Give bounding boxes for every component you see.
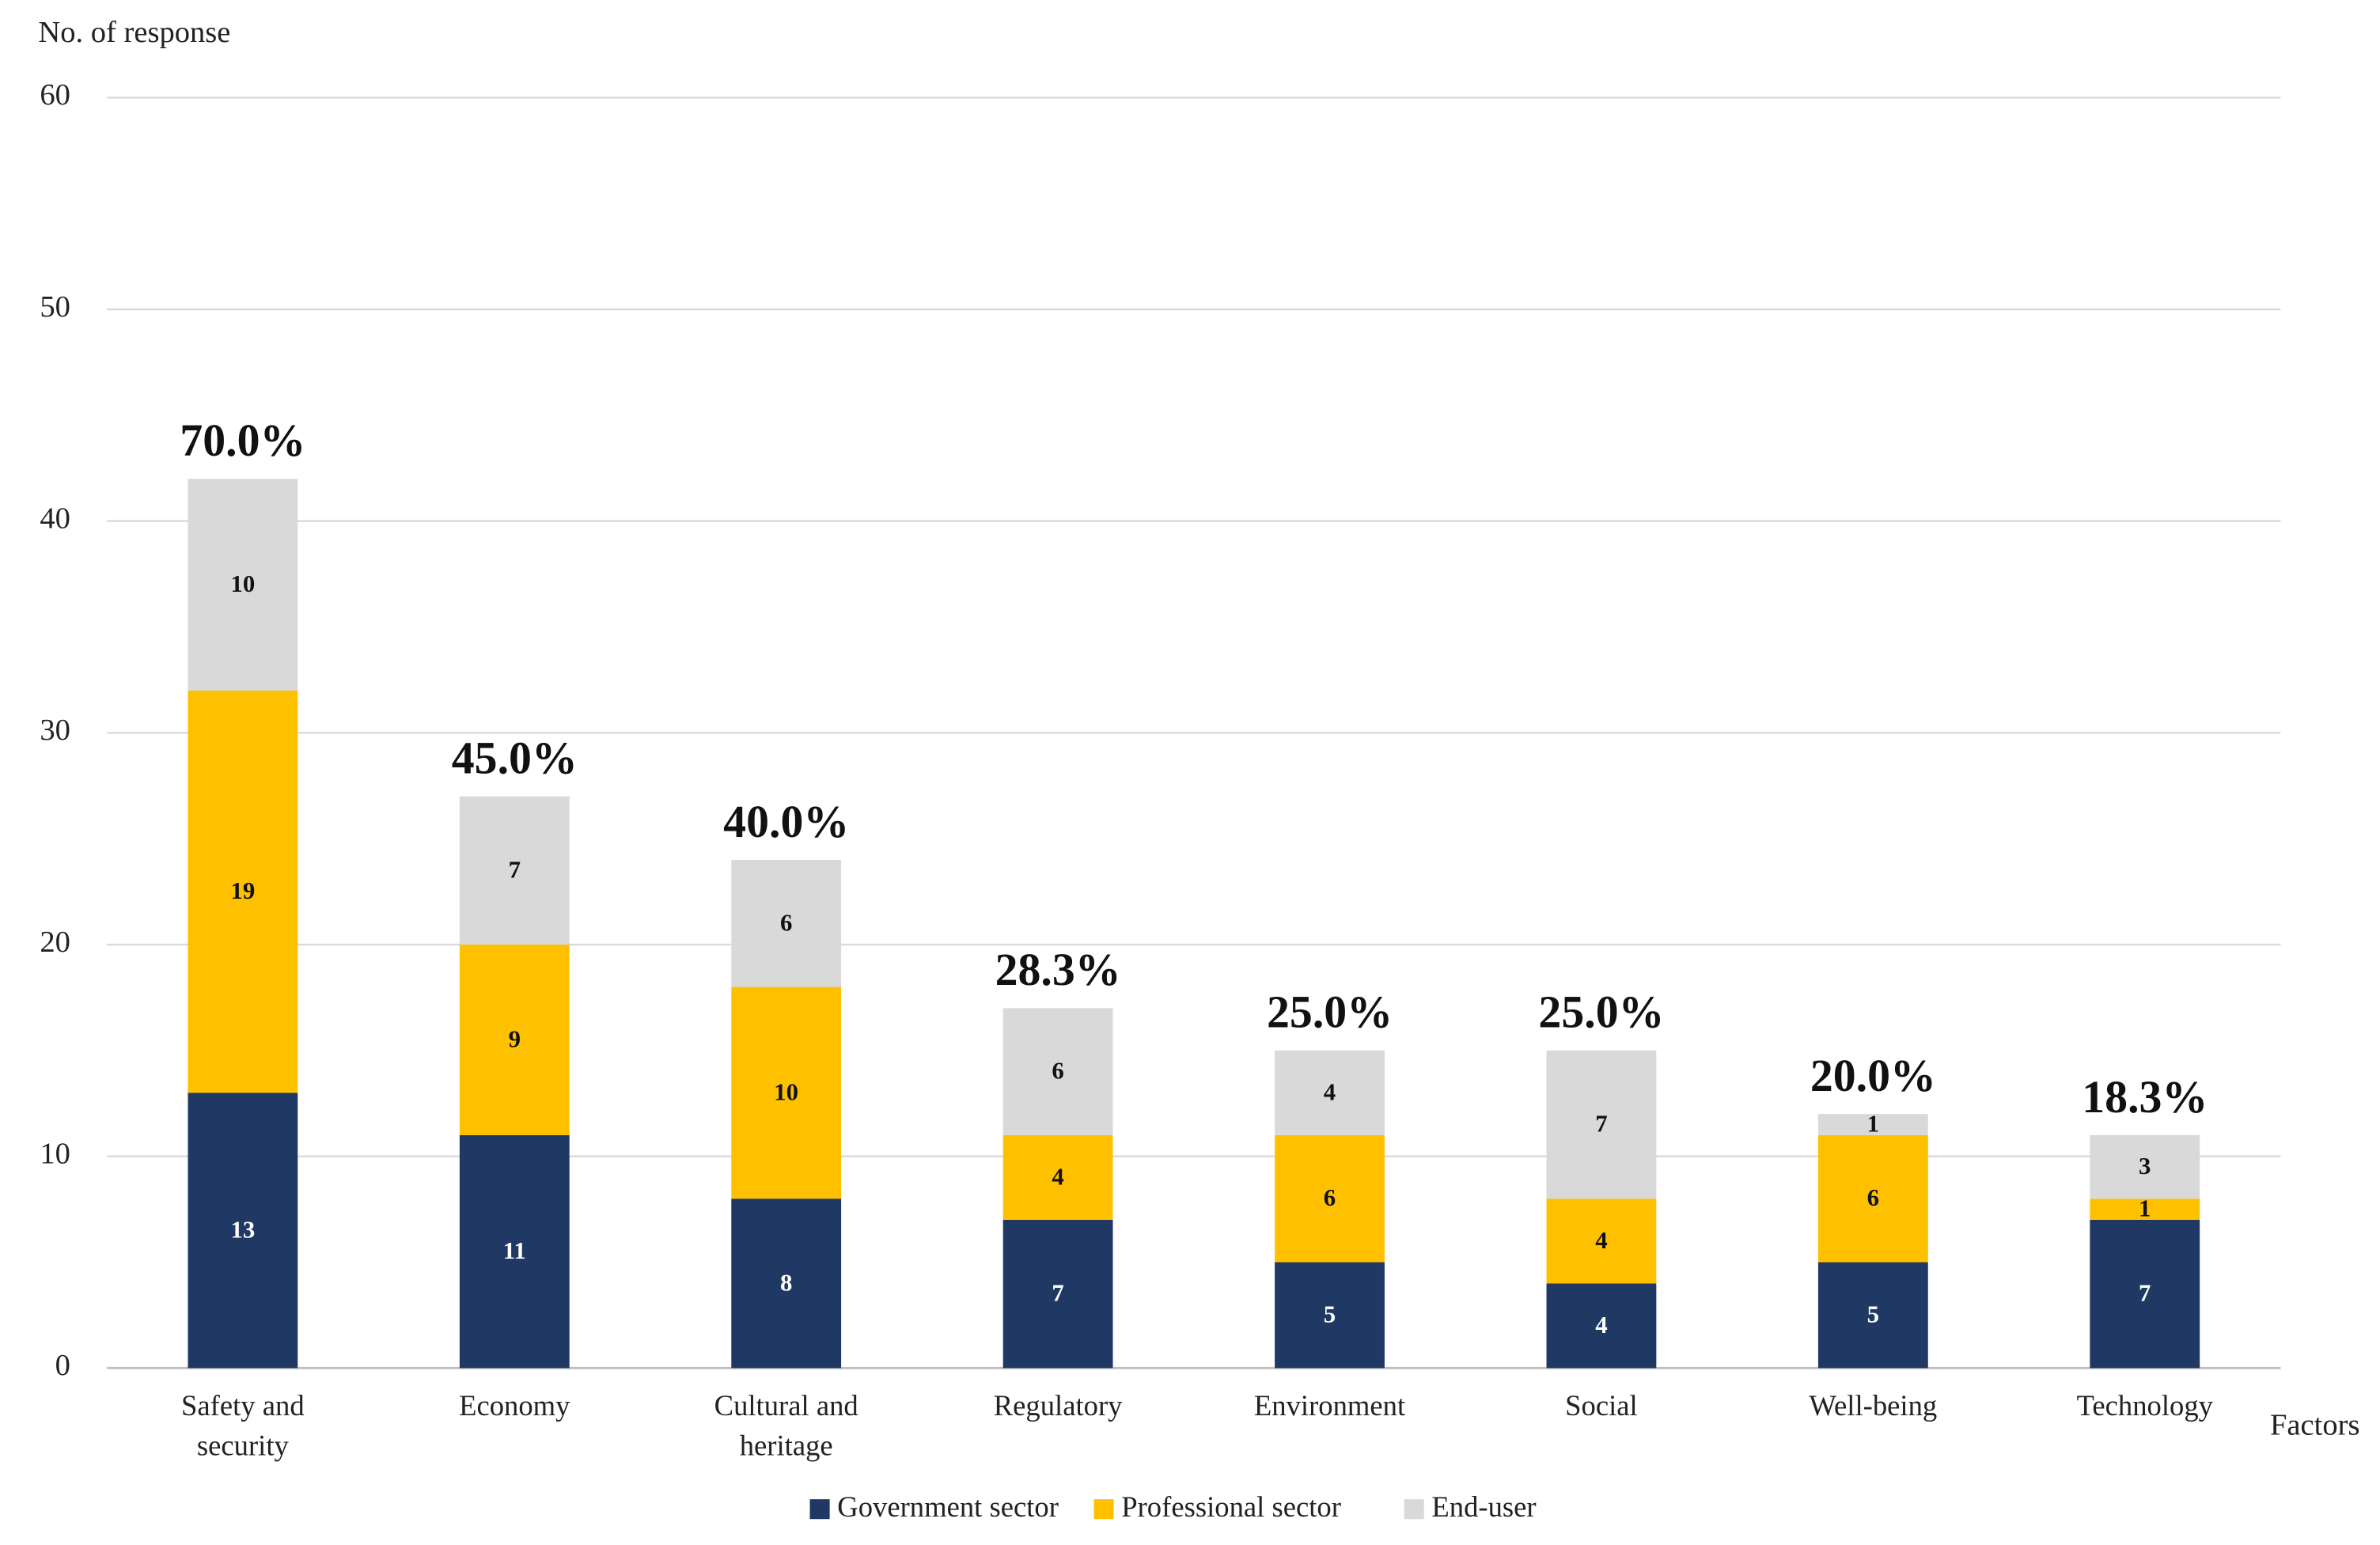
total-annotation: 28.3% xyxy=(995,944,1121,995)
bar-segment xyxy=(1546,1283,1657,1369)
total-annotation: 25.0% xyxy=(1267,986,1393,1038)
bar-segment xyxy=(1002,1134,1113,1220)
x-tick-label: Environment xyxy=(1253,1391,1406,1423)
legend-label: Professional sector xyxy=(1121,1490,1341,1523)
x-tick-label-box: Cultural and heritage xyxy=(714,1391,858,1463)
value-label: 11 xyxy=(503,1237,526,1264)
legend-swatch xyxy=(1093,1499,1114,1520)
bar-segment xyxy=(2090,1199,2200,1220)
bar-segment xyxy=(188,690,298,1093)
value-label: 4 xyxy=(1324,1078,1336,1105)
y-tick-label: 60 xyxy=(40,78,70,112)
bar-segment xyxy=(1546,1050,1657,1199)
value-label: 9 xyxy=(509,1025,521,1052)
x-tick-label: Cultural and heritage xyxy=(714,1391,858,1463)
x-tick-label: Technology xyxy=(2076,1391,2213,1423)
total-annotation: 40.0% xyxy=(723,796,849,847)
y-tick-label: 50 xyxy=(40,290,70,324)
value-label: 13 xyxy=(230,1216,255,1243)
y-tick-label: 20 xyxy=(40,926,70,959)
x-tick-label-box: Environment xyxy=(1253,1391,1406,1423)
legend-swatch xyxy=(1404,1499,1424,1520)
bar-segment xyxy=(1817,1114,1928,1135)
value-label: 7 xyxy=(509,856,521,883)
bar-segment xyxy=(1275,1262,1385,1369)
bar-segment xyxy=(1546,1199,1657,1284)
x-tick-label: Economy xyxy=(459,1391,570,1423)
total-annotation: 18.3% xyxy=(2082,1071,2208,1123)
value-label: 4 xyxy=(1595,1312,1607,1339)
bar-segment xyxy=(1817,1134,1928,1263)
total-annotation: 25.0% xyxy=(1538,986,1664,1038)
legend-swatch xyxy=(809,1499,830,1520)
y-tick-label: 40 xyxy=(40,502,70,536)
x-tick-label-box: Technology xyxy=(2076,1391,2213,1423)
value-label: 7 xyxy=(2139,1280,2151,1307)
bar-segment xyxy=(731,986,842,1199)
value-label: 19 xyxy=(230,877,255,904)
value-label: 7 xyxy=(1052,1280,1063,1307)
bar-segment xyxy=(1002,1219,1113,1369)
total-annotation: 20.0% xyxy=(1810,1050,1936,1101)
value-label: 6 xyxy=(1324,1184,1336,1211)
value-label: 1 xyxy=(1867,1111,1879,1138)
x-tick-label: Social xyxy=(1565,1391,1638,1423)
value-label: 6 xyxy=(780,909,792,936)
x-tick-label: Regulatory xyxy=(993,1391,1123,1423)
y-tick-label: 10 xyxy=(40,1138,70,1171)
value-label: 10 xyxy=(774,1078,798,1105)
y-axis-label: No. of response xyxy=(38,16,230,49)
bar-segment xyxy=(731,859,842,987)
x-tick-label-box: Economy xyxy=(459,1391,570,1423)
x-tick-label-box: Regulatory xyxy=(993,1391,1123,1423)
bar-segment xyxy=(188,1092,298,1369)
value-label: 8 xyxy=(780,1269,792,1296)
bar-segment xyxy=(459,945,570,1135)
total-annotation: 45.0% xyxy=(452,733,578,784)
bar-segment xyxy=(2090,1134,2200,1199)
legend-label: End-user xyxy=(1431,1490,1536,1523)
value-label: 1 xyxy=(2139,1195,2151,1222)
x-tick-label: Safety and security xyxy=(181,1391,305,1463)
value-label: 10 xyxy=(230,570,255,597)
bar-segment xyxy=(459,1134,570,1369)
value-label: 6 xyxy=(1867,1184,1879,1211)
bar-segment xyxy=(188,479,298,691)
bar-segment xyxy=(1817,1262,1928,1369)
value-label: 5 xyxy=(1867,1301,1879,1327)
total-annotation: 70.0% xyxy=(180,415,305,466)
bar-segment xyxy=(1275,1050,1385,1135)
legend-label: Government sector xyxy=(837,1490,1059,1523)
y-tick-label: 30 xyxy=(40,714,70,747)
x-axis-label: Factors xyxy=(2270,1408,2359,1441)
value-label: 5 xyxy=(1324,1301,1336,1327)
bar-segment xyxy=(1275,1134,1385,1263)
bar-segment xyxy=(731,1199,842,1369)
value-label: 4 xyxy=(1052,1163,1063,1190)
value-label: 6 xyxy=(1052,1058,1063,1085)
value-label: 7 xyxy=(1595,1111,1607,1138)
x-tick-label-box: Safety and security xyxy=(181,1391,305,1463)
bar-segment xyxy=(1002,1008,1113,1135)
x-tick-label-box: Well-being xyxy=(1809,1391,1938,1423)
bar-segment xyxy=(2090,1219,2200,1369)
x-tick-label-box: Social xyxy=(1565,1391,1638,1423)
value-label: 3 xyxy=(2139,1153,2151,1180)
bar-segment xyxy=(459,796,570,945)
y-tick-label: 0 xyxy=(55,1349,70,1382)
value-label: 4 xyxy=(1595,1227,1607,1254)
x-tick-label: Well-being xyxy=(1809,1391,1938,1423)
